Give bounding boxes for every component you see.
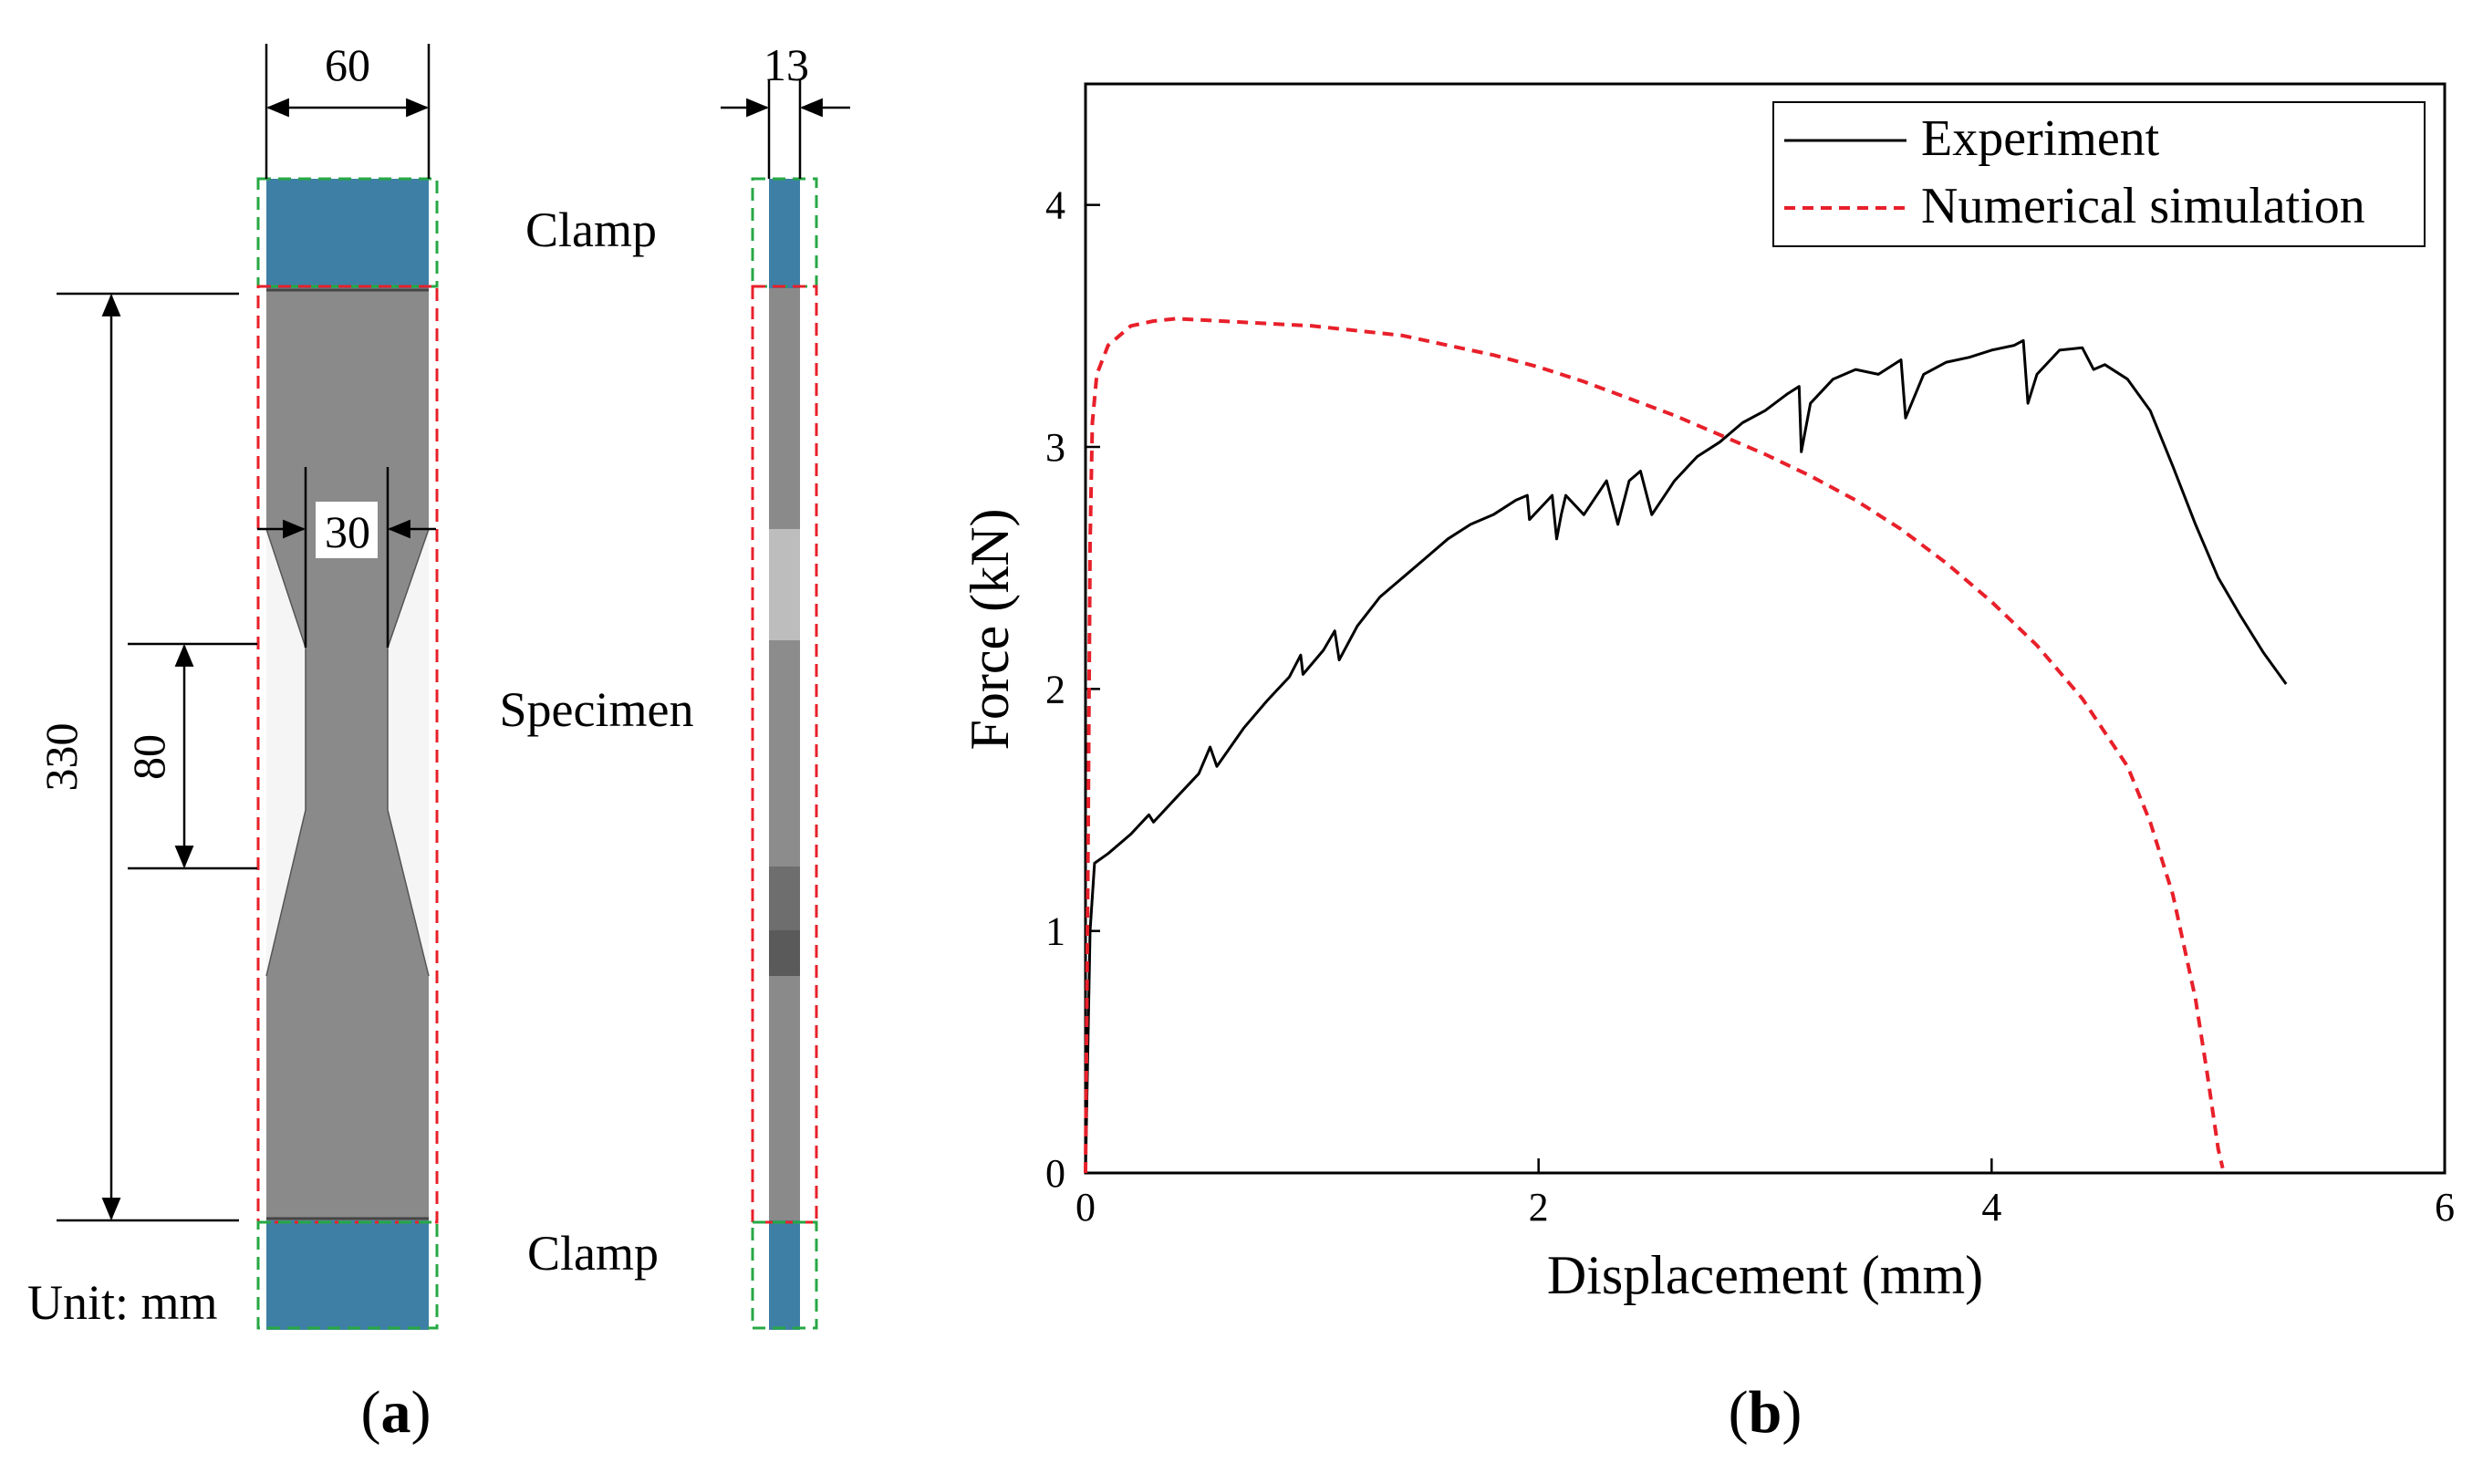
y-tick-label: 0 xyxy=(1045,1151,1065,1196)
dim-width-label: 60 xyxy=(325,39,370,90)
clamp-top-label: Clamp xyxy=(525,202,657,257)
panel-b-label-open: ( xyxy=(1729,1379,1749,1446)
dim-gauge-label: 80 xyxy=(123,734,174,780)
side-segment-light xyxy=(769,529,800,640)
x-axis-label: Displacement (mm) xyxy=(1547,1245,1983,1305)
panel-a-label-close: ) xyxy=(411,1379,431,1446)
panel-a-label-open: ( xyxy=(361,1379,381,1446)
x-tick-label: 0 xyxy=(1075,1185,1096,1230)
side-segment-dark1 xyxy=(769,867,800,930)
panel-a-label: (a) xyxy=(361,1379,431,1446)
side-segment-dark2 xyxy=(769,930,800,976)
panel-b-label-letter: b xyxy=(1749,1379,1782,1446)
dim-neck-label-bg xyxy=(316,502,378,558)
front-specimen-outline xyxy=(265,528,306,977)
panel-b-label: (b) xyxy=(1729,1379,1803,1446)
series-line-experiment xyxy=(1084,338,2288,1174)
legend: Experiment Numerical simulation xyxy=(1772,101,2426,247)
y-tick-label: 1 xyxy=(1045,909,1065,954)
plot-frame xyxy=(1084,82,2447,1175)
panel-b-chart: 0 2 4 6 0 1 2 3 4 Displacement (mm) Force (kN) E… xyxy=(960,82,2455,1446)
side-segment-mid xyxy=(769,640,800,867)
dim-thickness-label: 13 xyxy=(764,39,809,90)
side-clamp-top xyxy=(769,179,800,288)
front-specimen-outline-right xyxy=(387,528,430,977)
front-clamp-top-box xyxy=(256,177,439,288)
front-clamp-bottom xyxy=(266,1220,429,1330)
x-tick-label: 6 xyxy=(2435,1185,2455,1230)
y-tick-label: 4 xyxy=(1045,183,1065,228)
dim-length-label: 330 xyxy=(36,723,87,792)
x-tick-label: 4 xyxy=(1981,1185,2001,1230)
panel-b-label-close: ) xyxy=(1782,1379,1802,1446)
y-axis-label: Force (kN) xyxy=(960,509,1020,751)
side-clamp-bottom-box xyxy=(751,1220,818,1330)
legend-label-experiment: Experiment xyxy=(1921,110,2160,167)
specimen-label: Specimen xyxy=(500,682,694,737)
side-clamp-bottom xyxy=(769,1220,800,1330)
front-clamp-top xyxy=(266,179,429,288)
unit-label: Unit: mm xyxy=(27,1275,218,1330)
clamp-bottom-label: Clamp xyxy=(527,1226,659,1281)
series-lines xyxy=(1084,317,2288,1174)
panel-a-label-letter: a xyxy=(381,1379,411,1446)
front-clamp-bottom-box xyxy=(256,1220,439,1330)
y-tick-label: 2 xyxy=(1045,667,1065,711)
panel-a-schematic: 60 13 30 330 80 Clamp Specimen Clamp Uni… xyxy=(27,39,850,1446)
axes: 0 2 4 6 0 1 2 3 4 xyxy=(1045,183,2455,1230)
legend-label-simulation: Numerical simulation xyxy=(1921,178,2365,234)
y-tick-label: 3 xyxy=(1045,425,1065,470)
series-line-numerical-simulation xyxy=(1084,317,2225,1174)
x-tick-label: 2 xyxy=(1529,1185,1549,1230)
legend-box xyxy=(1772,101,2426,247)
dim-neck-label: 30 xyxy=(325,506,370,557)
